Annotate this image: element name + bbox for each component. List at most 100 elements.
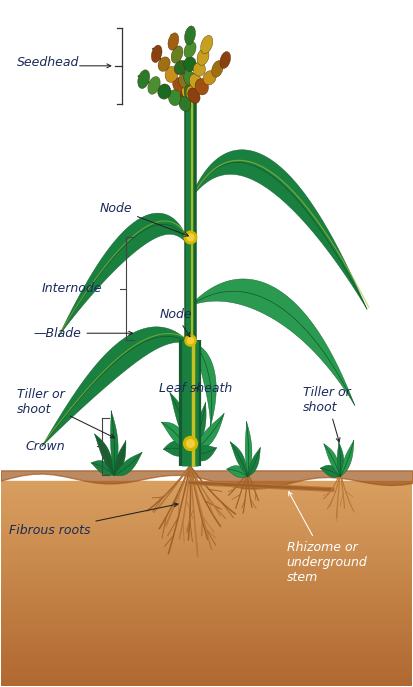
Ellipse shape (184, 57, 196, 71)
Bar (1, 611, 412, 614)
Polygon shape (42, 327, 190, 447)
Bar (1, 618, 412, 621)
Bar (1, 481, 412, 484)
Bar (1, 495, 412, 498)
Bar (1, 659, 412, 662)
Bar (1, 488, 412, 491)
Bar (1, 508, 412, 512)
Bar (1, 576, 412, 580)
Ellipse shape (158, 57, 170, 71)
Ellipse shape (193, 63, 206, 76)
Polygon shape (114, 440, 126, 475)
Polygon shape (227, 466, 248, 477)
Bar (1, 570, 412, 573)
Text: —Blade: —Blade (33, 327, 133, 339)
Bar (1, 498, 412, 502)
Bar (1, 573, 412, 576)
Polygon shape (111, 411, 118, 475)
Polygon shape (161, 422, 190, 453)
Polygon shape (194, 344, 216, 426)
Ellipse shape (158, 84, 171, 99)
Polygon shape (170, 393, 190, 453)
Polygon shape (187, 409, 196, 453)
Ellipse shape (151, 45, 162, 63)
Bar (1, 631, 412, 635)
Ellipse shape (185, 26, 195, 45)
Polygon shape (320, 465, 340, 477)
Text: Crown: Crown (25, 440, 65, 453)
Text: Fibrous roots: Fibrous roots (9, 503, 178, 537)
Bar (1, 528, 412, 532)
Bar (1, 652, 412, 655)
Bar (1, 621, 412, 624)
Polygon shape (95, 434, 114, 475)
Bar (1, 673, 412, 676)
Ellipse shape (197, 49, 209, 65)
Ellipse shape (173, 78, 185, 91)
Bar (1, 642, 412, 645)
Bar (1, 645, 412, 649)
Bar (1, 683, 412, 686)
Bar (1, 614, 412, 618)
Polygon shape (340, 440, 354, 477)
Ellipse shape (201, 35, 213, 54)
Bar (1, 624, 412, 628)
Bar (1, 532, 412, 535)
Ellipse shape (184, 85, 196, 101)
Bar (1, 649, 412, 652)
Text: Node: Node (159, 308, 192, 337)
Bar (1, 542, 412, 545)
Bar (1, 549, 412, 552)
Bar (1, 628, 412, 631)
Text: Seedhead: Seedhead (17, 56, 80, 69)
Ellipse shape (186, 86, 198, 102)
Polygon shape (190, 446, 216, 461)
Bar (1, 580, 412, 583)
Polygon shape (190, 150, 367, 309)
Text: Internode: Internode (42, 282, 102, 295)
Text: Tiller or
shoot: Tiller or shoot (17, 387, 114, 438)
Bar (1, 512, 412, 515)
Ellipse shape (179, 96, 191, 111)
Ellipse shape (180, 87, 193, 103)
Text: Tiller or
shoot: Tiller or shoot (303, 385, 351, 442)
Bar (1, 559, 412, 563)
Ellipse shape (138, 70, 150, 89)
Polygon shape (324, 444, 340, 477)
Bar (1, 662, 412, 666)
Bar (1, 515, 412, 518)
Bar (1, 679, 412, 683)
Bar (1, 583, 412, 587)
Bar (1, 587, 412, 590)
Polygon shape (190, 403, 206, 453)
Ellipse shape (195, 78, 209, 95)
Bar (1, 518, 412, 521)
Ellipse shape (203, 71, 216, 85)
Polygon shape (58, 213, 190, 337)
Bar (1, 552, 412, 556)
Bar (1, 535, 412, 539)
Bar (1, 566, 412, 570)
Bar (1, 525, 412, 528)
Bar (1, 521, 412, 525)
Polygon shape (190, 414, 224, 453)
Ellipse shape (212, 60, 223, 77)
Ellipse shape (148, 76, 160, 94)
Bar (1, 666, 412, 669)
Polygon shape (337, 442, 344, 477)
Ellipse shape (188, 88, 200, 103)
Polygon shape (245, 422, 252, 477)
Ellipse shape (184, 71, 197, 86)
Bar (1, 597, 412, 600)
Ellipse shape (184, 41, 196, 58)
Ellipse shape (168, 33, 179, 50)
Text: Leaf sheath: Leaf sheath (159, 381, 233, 394)
Ellipse shape (174, 60, 188, 75)
Bar (1, 676, 412, 679)
Bar (1, 563, 412, 566)
Polygon shape (114, 452, 142, 476)
Polygon shape (164, 441, 190, 456)
Ellipse shape (220, 52, 230, 69)
Bar (1, 556, 412, 559)
Ellipse shape (189, 74, 202, 89)
